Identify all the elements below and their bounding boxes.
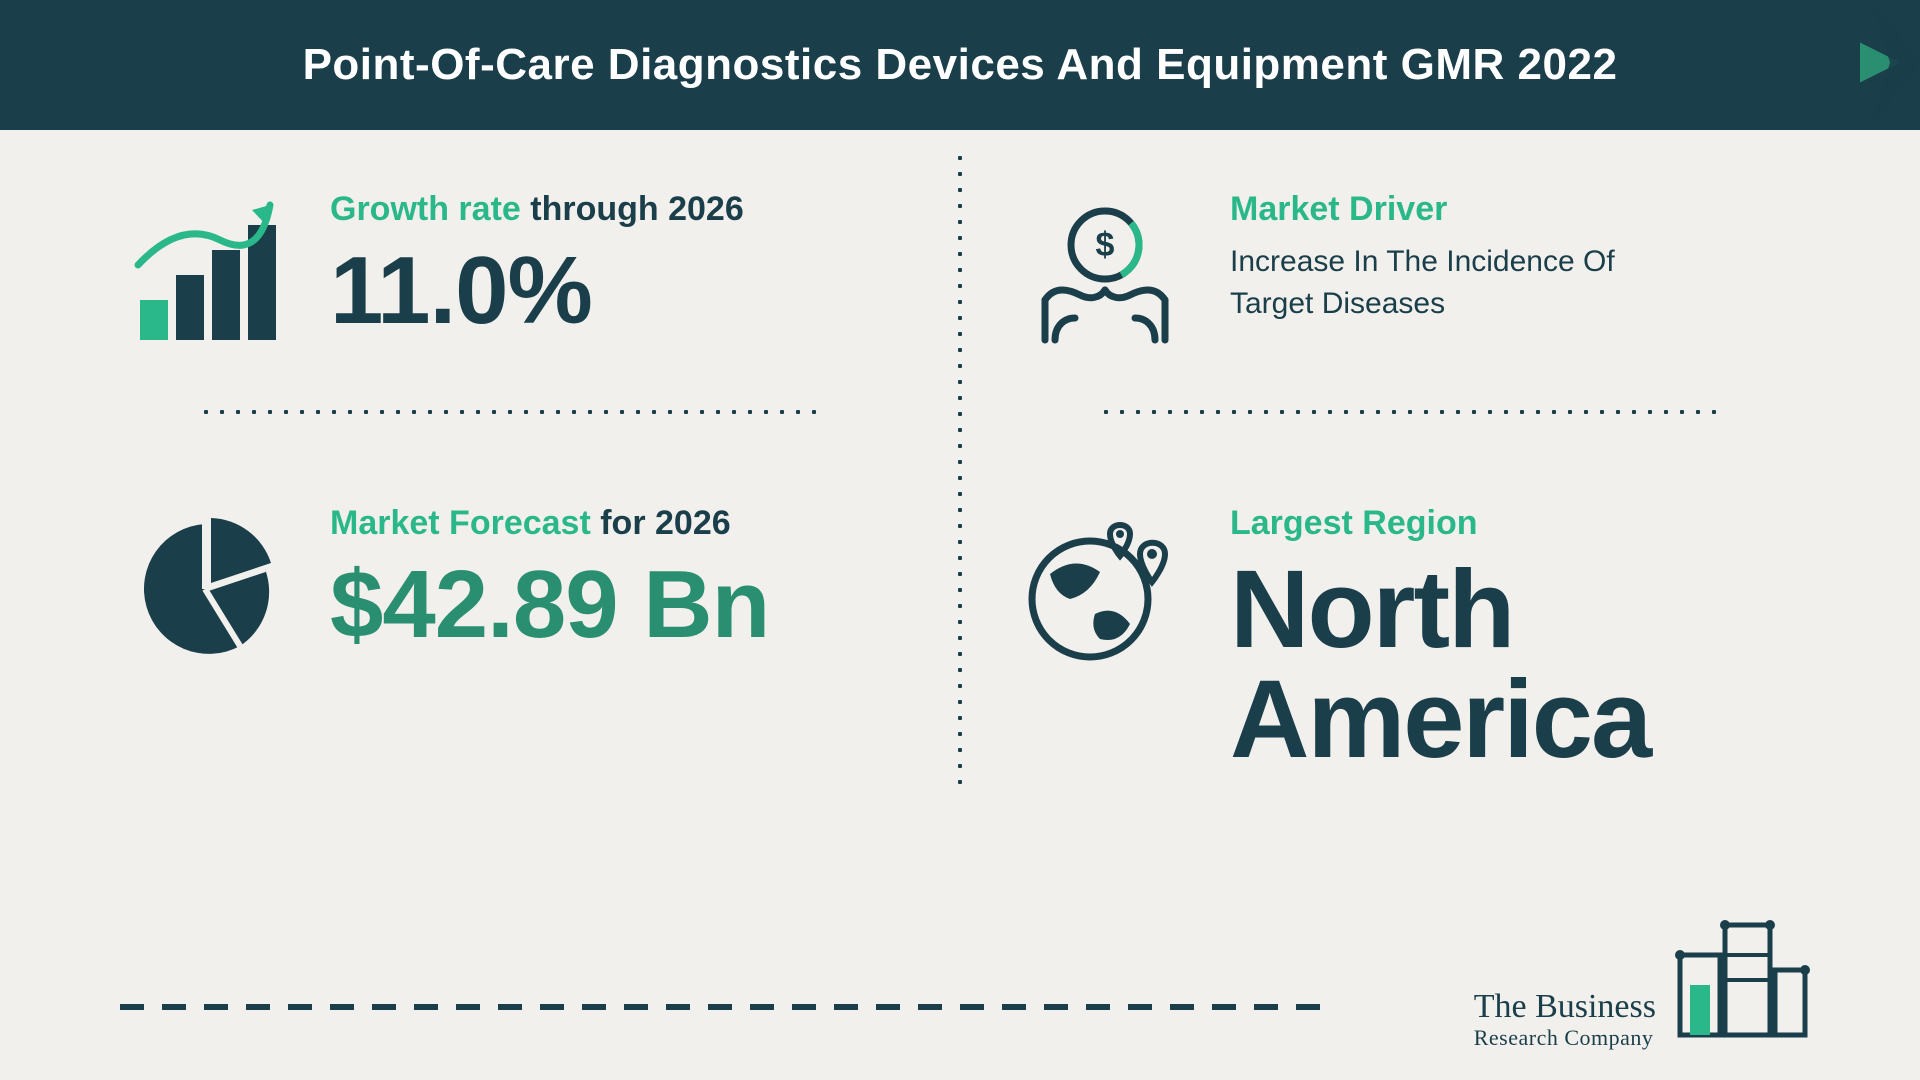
header-arrow-icon	[1860, 0, 1920, 133]
forecast-block: Market Forecast for 2026 $42.89 Bn	[120, 504, 900, 775]
content-area: Growth rate through 2026 11.0% $	[0, 130, 1920, 1080]
driver-block: $ Market Driver Increase In The Incidenc…	[1020, 190, 1800, 360]
growth-block: Growth rate through 2026 11.0%	[120, 190, 900, 360]
growth-label-accent: Growth rate	[330, 190, 521, 228]
region-label: Largest Region	[1230, 504, 1800, 543]
region-value: North America	[1230, 555, 1800, 775]
hands-money-icon: $	[1020, 190, 1190, 360]
forecast-value: $42.89 Bn	[330, 555, 770, 656]
driver-label-text: Market Driver	[1230, 190, 1447, 228]
forecast-label-rest: for 2026	[591, 504, 731, 542]
svg-text:$: $	[1096, 226, 1115, 264]
driver-label: Market Driver	[1230, 190, 1800, 229]
page-title: Point-Of-Care Diagnostics Devices And Eq…	[303, 40, 1618, 90]
forecast-label-accent: Market Forecast	[330, 504, 591, 542]
logo-line1: The Business	[1474, 988, 1656, 1025]
growth-chart-icon	[120, 190, 290, 360]
right-hdots-divider	[1098, 410, 1722, 414]
logo-text: The Business Research Company	[1474, 988, 1656, 1050]
logo-buildings-icon	[1670, 915, 1810, 1050]
bottom-dash-divider	[120, 1004, 1320, 1010]
logo-line2: Research Company	[1474, 1026, 1656, 1050]
growth-value: 11.0%	[330, 241, 900, 342]
forecast-label: Market Forecast for 2026	[330, 504, 900, 543]
left-hdots-divider	[198, 410, 822, 414]
growth-label: Growth rate through 2026	[330, 190, 900, 229]
region-label-text: Largest Region	[1230, 504, 1477, 542]
region-block: Largest Region North America	[1020, 504, 1800, 775]
pie-chart-icon	[120, 504, 290, 674]
driver-text: Increase In The Incidence Of Target Dise…	[1230, 241, 1690, 325]
company-logo: The Business Research Company	[1474, 915, 1810, 1050]
globe-pins-icon	[1020, 504, 1190, 674]
header-bar: Point-Of-Care Diagnostics Devices And Eq…	[0, 0, 1920, 130]
growth-label-rest: through 2026	[521, 190, 744, 228]
info-grid: Growth rate through 2026 11.0% $	[120, 190, 1800, 775]
